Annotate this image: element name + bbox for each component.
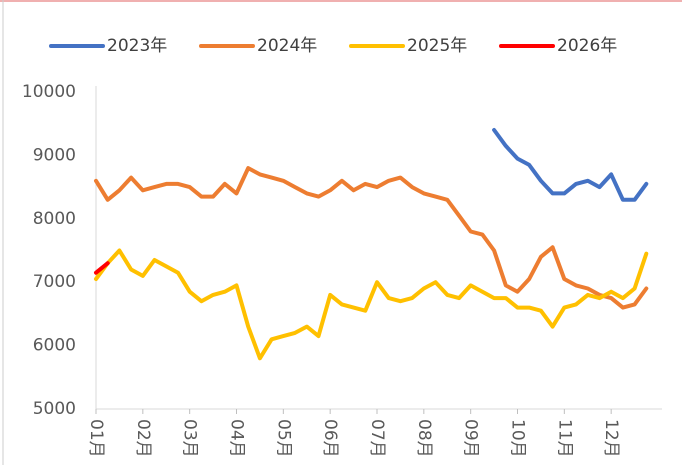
x-tick-label: 03月 [180, 419, 200, 458]
x-tick-label: 02月 [133, 419, 153, 458]
x-tick-label: 05月 [273, 419, 293, 458]
x-tick-label: 04月 [227, 419, 247, 458]
y-tick-label: 10000 [22, 82, 76, 102]
x-tick-label: 07月 [367, 419, 387, 458]
x-tick-label: 01月 [86, 419, 106, 458]
series-line [492, 128, 649, 202]
y-tick-label: 5000 [33, 399, 76, 419]
legend-label: 2023年 [107, 36, 167, 56]
x-tick-label: 11月 [554, 419, 574, 458]
y-tick-label: 9000 [33, 145, 76, 165]
series-line [94, 166, 649, 310]
legend-label: 2026年 [557, 36, 617, 56]
x-tick-label: 10月 [508, 419, 528, 458]
x-tick-label: 12月 [601, 419, 621, 458]
series-line [94, 261, 110, 275]
y-tick-label: 7000 [33, 272, 76, 292]
legend-label: 2025年 [407, 36, 467, 56]
x-tick-label: 08月 [414, 419, 434, 458]
y-tick-label: 8000 [33, 209, 76, 229]
series-line [94, 248, 649, 361]
x-tick-label: 06月 [320, 419, 340, 458]
x-tick-label: 09月 [461, 419, 481, 458]
y-tick-label: 6000 [33, 336, 76, 356]
legend-label: 2024年 [257, 36, 317, 56]
